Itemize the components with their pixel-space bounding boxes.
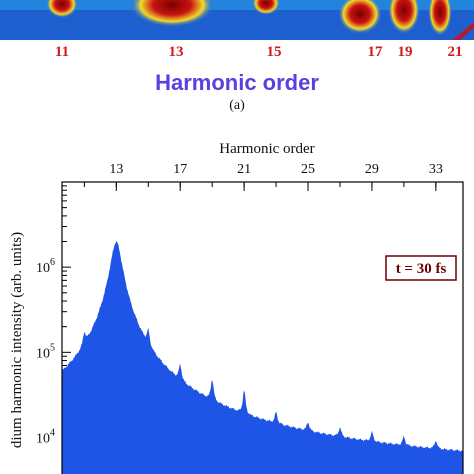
spectrum-peak bbox=[83, 377, 85, 379]
top-axis-tick-label: 13 bbox=[109, 162, 123, 177]
spectrum-peak bbox=[147, 369, 149, 371]
top-axis-tick-label: 21 bbox=[237, 162, 251, 177]
spectrum-peak bbox=[403, 458, 405, 460]
top-axis-title: Harmonic order bbox=[219, 141, 314, 157]
heatmap-tick-label: 21 bbox=[447, 44, 463, 60]
spectrum-peak bbox=[115, 241, 117, 243]
heatmap-spot-15 bbox=[252, 0, 280, 15]
legend-text: t = 30 fs bbox=[396, 261, 447, 277]
spectrum-peak bbox=[371, 455, 373, 457]
heatmap-spot-19 bbox=[388, 0, 420, 34]
y-axis-tick-label: 105 bbox=[36, 342, 55, 361]
spectrum-peak bbox=[179, 398, 181, 400]
spectrum-area bbox=[62, 241, 463, 474]
spectrum-peak bbox=[339, 454, 341, 456]
heatmap-tick-label: 17 bbox=[367, 44, 383, 60]
heatmap-tick-label: 19 bbox=[397, 44, 413, 60]
spectrum-peak bbox=[275, 442, 277, 444]
harmonic-heatmap bbox=[0, 0, 474, 40]
top-axis-tick-label: 25 bbox=[301, 162, 315, 177]
plot-frame bbox=[61, 181, 464, 474]
legend-box bbox=[385, 255, 457, 281]
y-axis-tick-label: 106 bbox=[36, 257, 55, 276]
spectrum-peak bbox=[435, 461, 437, 463]
heatmap-spot-17 bbox=[338, 0, 382, 34]
spectrum-peak bbox=[211, 404, 213, 406]
panel-label-a: (a) bbox=[229, 98, 245, 113]
top-axis-tick-label: 33 bbox=[429, 162, 443, 177]
spectrum-peak bbox=[243, 411, 245, 413]
heatmap-spot-11 bbox=[46, 0, 78, 18]
heatmap-tick-label: 11 bbox=[54, 44, 70, 60]
heatmap-spot-13 bbox=[130, 0, 214, 27]
top-axis-tick-label: 29 bbox=[365, 162, 379, 177]
y-axis-ticks: 104 105 106 bbox=[36, 185, 71, 472]
harmonic-spectrum-chart: Harmonic order 13 17 21 25 29 33 104 105 106 di… bbox=[9, 141, 464, 474]
heatmap-spot-21 bbox=[428, 0, 452, 36]
heatmap-tick-label: 13 bbox=[168, 44, 184, 60]
top-axis-ticks: 13 17 21 25 29 33 bbox=[83, 162, 443, 191]
heatmap-x-axis-label: Harmonic order bbox=[155, 70, 319, 95]
spectrum-peak bbox=[307, 452, 309, 454]
y-axis-tick-label: 104 bbox=[36, 427, 55, 446]
top-axis-tick-label: 17 bbox=[173, 162, 187, 177]
y-axis-label: dium harmonic intensity (arb. units) bbox=[9, 232, 25, 448]
heatmap-tick-label: 15 bbox=[266, 44, 282, 60]
